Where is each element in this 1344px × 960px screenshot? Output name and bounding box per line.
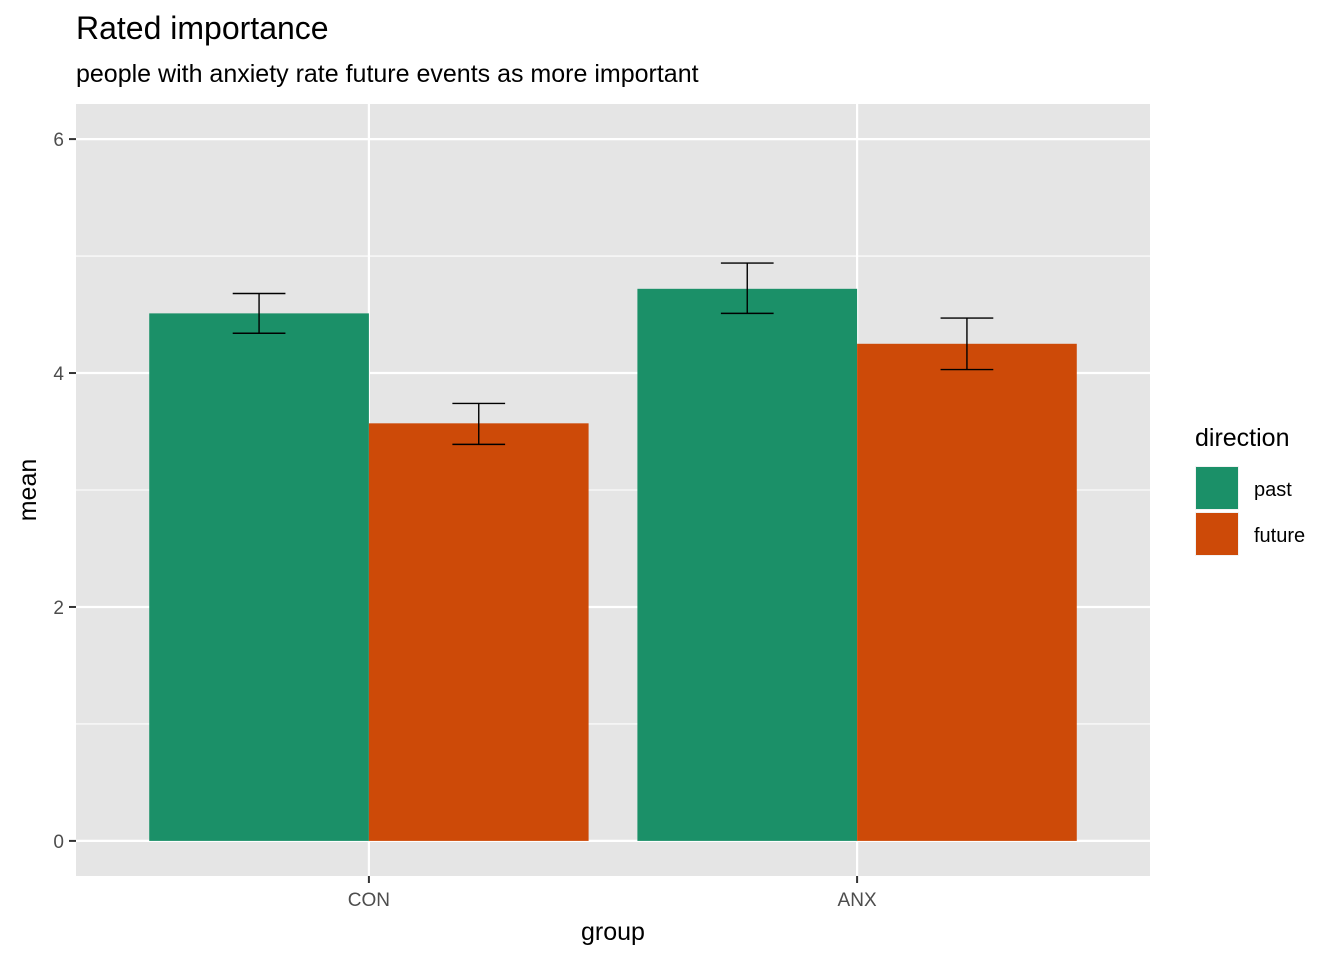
bar-past-CON [149, 313, 369, 841]
error-bar-past-CON [232, 292, 286, 334]
error-bar-future-CON [452, 402, 506, 446]
chart-subtitle: people with anxiety rate future events a… [76, 60, 699, 88]
bar-future-ANX [857, 343, 1077, 841]
x-tick-label: ANX [838, 890, 877, 911]
legend-swatch-future [1196, 513, 1238, 555]
legend-title: direction [1195, 424, 1290, 452]
axes: 0 2 4 6 CON ANX [53, 130, 877, 911]
y-tick-label: 0 [53, 832, 64, 853]
bar-future-CON [368, 423, 589, 841]
error-bars [232, 262, 994, 446]
legend-swatch-past [1196, 467, 1238, 509]
error-bar-past-ANX [720, 262, 774, 315]
x-axis-title: group [581, 918, 645, 946]
x-tick-label: CON [348, 890, 390, 911]
legend-label-past: past [1254, 479, 1292, 501]
legend: direction past future [1195, 424, 1305, 556]
bar-past-ANX [637, 288, 858, 841]
error-bar-future-ANX [940, 317, 994, 371]
chart-title: Rated importance [76, 10, 329, 46]
bars [149, 288, 1077, 841]
y-tick-label: 2 [53, 598, 64, 619]
y-axis-title: mean [14, 459, 42, 522]
legend-label-future: future [1254, 525, 1305, 547]
y-tick-label: 6 [53, 130, 64, 151]
y-tick-label: 4 [53, 364, 64, 385]
